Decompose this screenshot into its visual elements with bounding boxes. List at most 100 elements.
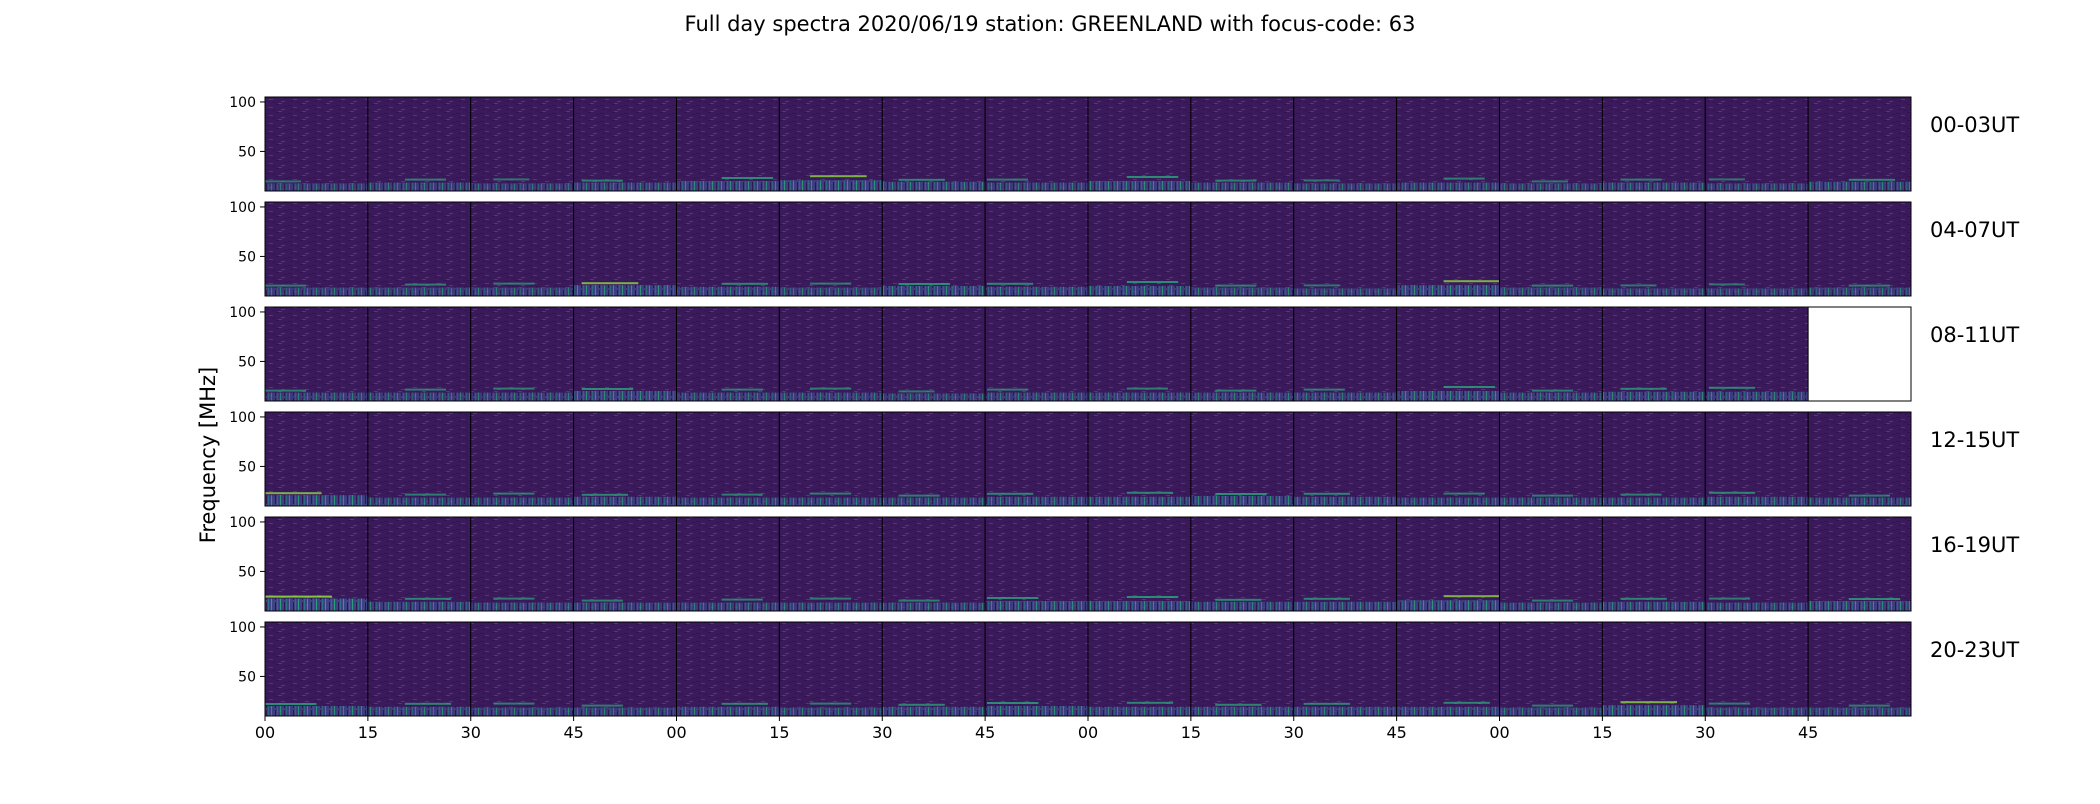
low-freq-band — [779, 602, 883, 611]
empty-panel — [1808, 307, 1911, 401]
low-freq-band — [985, 601, 1088, 611]
spectrogram-panel — [1087, 411, 1192, 507]
spectrogram-panel — [676, 306, 780, 402]
low-freq-band — [1602, 391, 1706, 401]
panel-background — [1705, 307, 1809, 401]
x-tick-label: 15 — [1592, 723, 1612, 742]
spectrogram-panel — [470, 306, 575, 402]
x-tick-label: 45 — [1798, 723, 1818, 742]
spectrogram-panel — [1087, 516, 1192, 612]
low-freq-band — [1602, 288, 1706, 296]
spectrogram-panel — [1499, 201, 1603, 297]
burst-streak — [1532, 180, 1569, 183]
low-freq-band — [882, 286, 986, 296]
spectrogram-panel — [1190, 516, 1295, 612]
row-time-label: 12-15UT — [1930, 428, 2019, 452]
chart-panels: 100 50 00-03UT 100 50 04-07UT 100 50 08-11UT 100 5… — [229, 95, 2019, 742]
burst-streak — [1126, 281, 1179, 283]
low-freq-band — [573, 285, 677, 296]
burst-streak — [1126, 596, 1179, 598]
low-freq-band — [1705, 602, 1809, 611]
panel-background — [1088, 622, 1191, 716]
low-freq-band — [265, 392, 368, 401]
spectrogram-panel — [984, 621, 1089, 717]
panel-border — [1807, 96, 1912, 192]
y-tick-label: 50 — [238, 249, 256, 265]
low-freq-band — [470, 602, 574, 611]
y-axis-label: Frequency [MHz] — [196, 367, 220, 543]
burst-streak — [1126, 176, 1179, 178]
burst-streak — [1532, 284, 1574, 287]
burst-streak — [493, 597, 535, 600]
low-freq-band — [676, 286, 780, 296]
row-time-label: 00-03UT — [1930, 113, 2019, 137]
panel-background — [1396, 307, 1500, 401]
x-tick-label: 15 — [1181, 723, 1201, 742]
low-freq-band — [573, 496, 677, 506]
low-freq-band — [985, 706, 1088, 716]
spectrogram-panel — [1807, 621, 1912, 717]
panel-background — [367, 202, 471, 296]
spectrogram-panel — [1396, 96, 1500, 192]
y-tick-label: 100 — [229, 620, 256, 636]
spectrogram-panel — [881, 411, 986, 507]
low-freq-band — [367, 392, 471, 401]
x-tick-label: 00 — [1489, 723, 1509, 742]
burst-streak — [986, 178, 1029, 181]
burst-streak — [265, 389, 307, 392]
panel-background — [1190, 622, 1294, 716]
burst-streak — [581, 704, 623, 707]
spectrogram-panel — [676, 201, 780, 297]
low-freq-band — [470, 183, 574, 191]
burst-streak — [721, 598, 763, 601]
spectrogram-panel — [264, 201, 369, 297]
spectrogram-panel — [676, 516, 780, 612]
low-freq-band — [1396, 285, 1500, 296]
spectrogram-panel — [1190, 201, 1295, 297]
low-freq-band — [1499, 602, 1603, 611]
spectrogram-panel — [1396, 306, 1500, 402]
spectrogram-panel — [778, 201, 883, 297]
panel-background — [1808, 412, 1911, 506]
panel-background — [985, 517, 1088, 611]
spectrogram-panel — [367, 621, 472, 717]
panel-background — [1602, 202, 1706, 296]
burst-streak — [1303, 284, 1340, 287]
panel-background — [367, 622, 471, 716]
burst-streak — [1848, 598, 1901, 600]
panel-border — [1807, 516, 1912, 612]
spectrogram-panel — [1293, 201, 1398, 297]
low-freq-band — [882, 181, 986, 191]
panel-background — [1190, 412, 1294, 506]
spectrogram-panel — [1499, 306, 1603, 402]
panel-background — [985, 307, 1088, 401]
panel-background — [1499, 202, 1603, 296]
panel-background — [1602, 97, 1706, 191]
burst-streak — [1708, 597, 1751, 600]
panel-background — [779, 517, 883, 611]
burst-streak — [265, 492, 322, 495]
burst-streak — [721, 493, 763, 496]
low-freq-band — [1808, 497, 1911, 506]
panel-background — [265, 97, 368, 191]
burst-streak — [986, 702, 1039, 704]
burst-streak — [265, 180, 302, 183]
low-freq-band — [1499, 707, 1603, 716]
burst-streak — [1620, 597, 1667, 600]
row-time-label: 08-11UT — [1930, 323, 2019, 347]
burst-streak — [493, 492, 535, 495]
burst-streak — [721, 282, 768, 285]
burst-streak — [898, 178, 945, 181]
spectrogram-panel — [1704, 96, 1809, 192]
burst-streak — [898, 703, 945, 706]
spectrogram-panel — [470, 621, 575, 717]
low-freq-band — [1190, 392, 1294, 401]
spectrogram-panel — [1499, 96, 1603, 192]
panel-background — [573, 97, 677, 191]
panel-background — [882, 97, 986, 191]
panel-background — [676, 412, 780, 506]
x-tick-label: 30 — [461, 723, 481, 742]
burst-streak — [1215, 389, 1257, 392]
row-time-label: 20-23UT — [1930, 638, 2019, 662]
spectrogram-panel — [1087, 621, 1192, 717]
